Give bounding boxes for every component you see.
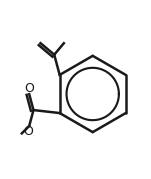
Text: O: O	[24, 125, 33, 138]
Text: O: O	[24, 82, 34, 95]
